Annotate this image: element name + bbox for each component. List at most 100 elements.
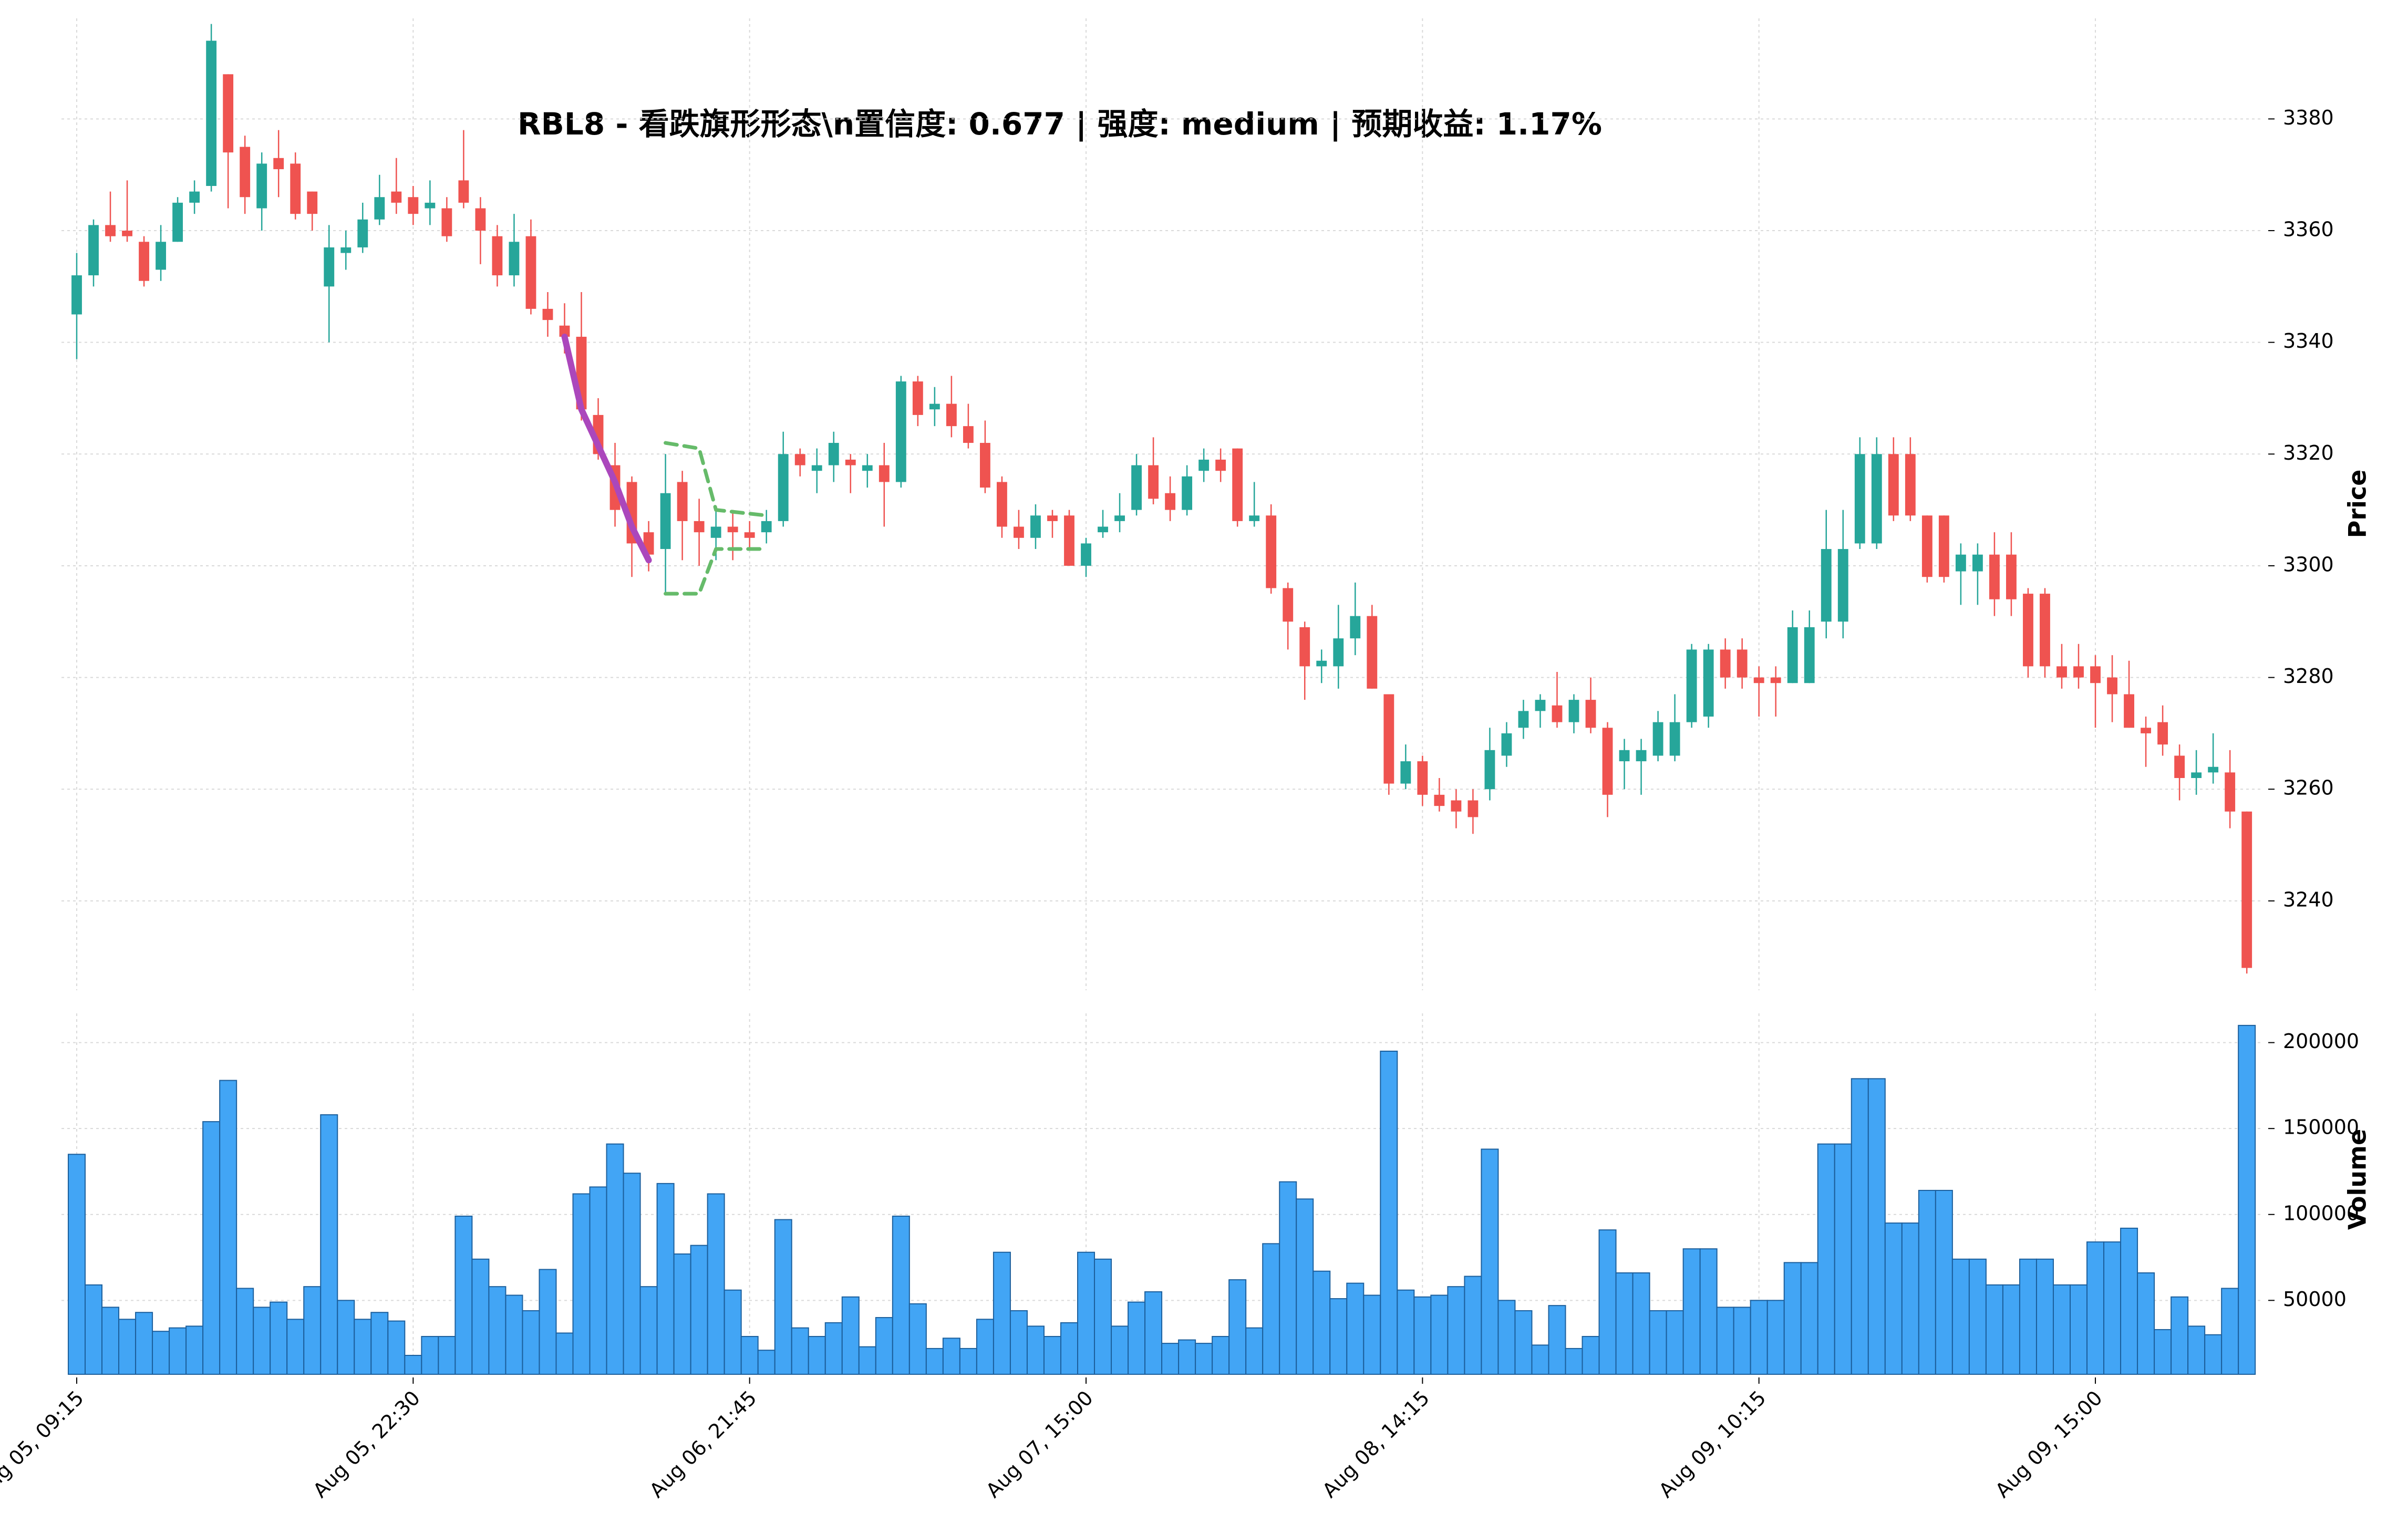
candle-body	[408, 197, 419, 214]
volume-bar	[2221, 1288, 2239, 1375]
candle-body	[88, 225, 99, 276]
candle-body	[1905, 454, 1916, 516]
volume-bar	[2019, 1258, 2037, 1375]
candle-body	[1619, 750, 1630, 762]
volume-bar	[454, 1216, 473, 1375]
volume-bar	[774, 1219, 792, 1375]
y-tick-label: 3280	[2283, 665, 2334, 688]
candle-body	[1602, 728, 1613, 795]
volume-bar	[286, 1319, 305, 1375]
volume-bar	[2238, 1024, 2256, 1375]
volume-bar	[623, 1173, 641, 1375]
x-tick-label: Aug 05, 09:15	[0, 1386, 88, 1502]
y-tick-label: 3300	[2283, 553, 2334, 576]
volume-bar	[1918, 1189, 1936, 1375]
volume-bar	[101, 1307, 120, 1375]
volume-bar	[1548, 1305, 1566, 1375]
volume-bar	[1430, 1294, 1449, 1375]
volume-bar	[656, 1183, 675, 1375]
x-tick-label: Aug 06, 21:45	[645, 1386, 761, 1502]
volume-bar	[438, 1336, 456, 1375]
volume-bar	[1951, 1258, 1970, 1375]
candle-body	[1501, 733, 1512, 756]
volume-bar	[1346, 1282, 1365, 1375]
candle-body	[273, 158, 284, 170]
volume-bar	[270, 1301, 288, 1375]
candle-body	[1266, 515, 1277, 588]
volume-bar	[354, 1319, 372, 1375]
volume-bar	[1565, 1348, 1583, 1375]
y-axis-label: Price	[2343, 470, 2372, 538]
candle-body	[694, 521, 705, 533]
volume-bar	[471, 1258, 490, 1375]
candle-body	[811, 465, 822, 471]
candle-body	[1215, 459, 1226, 471]
volume-bar	[908, 1303, 927, 1375]
candle-body	[2141, 728, 2152, 733]
volume-bar	[2154, 1329, 2172, 1375]
candle-body	[1081, 543, 1091, 566]
candle-body	[1770, 677, 1781, 683]
volume-bar	[185, 1325, 204, 1375]
volume-bar	[1161, 1343, 1180, 1375]
volume-bar	[925, 1348, 944, 1375]
volume-bar	[1262, 1243, 1280, 1375]
volume-bar	[1009, 1310, 1028, 1375]
volume-bar	[1514, 1310, 1533, 1375]
candle-body	[1568, 700, 1579, 722]
volume-bar	[1212, 1336, 1230, 1375]
candle-body	[1333, 638, 1344, 667]
candle-body	[340, 247, 352, 253]
candle-body	[2191, 772, 2202, 778]
volume-bar	[1582, 1336, 1600, 1375]
volume-bar	[2052, 1284, 2071, 1375]
volume-bar	[152, 1331, 170, 1375]
candle-body	[240, 147, 251, 198]
volume-bar	[1867, 1078, 1886, 1375]
candle-body	[156, 242, 167, 270]
volume-bar	[942, 1338, 960, 1375]
pattern-line	[664, 547, 769, 596]
candle-body	[492, 236, 503, 276]
volume-bar	[791, 1327, 809, 1375]
pattern-line	[664, 441, 769, 517]
volume-bar	[1363, 1294, 1381, 1375]
volume-tick-label: 200000	[2283, 1030, 2359, 1053]
candle-body	[256, 163, 267, 209]
candle-body	[1955, 554, 1966, 572]
volume-bar	[1077, 1251, 1096, 1375]
candle-body	[189, 191, 200, 203]
volume-bar	[1279, 1181, 1297, 1375]
volume-bar	[892, 1216, 910, 1375]
candle-body	[794, 454, 805, 465]
candle-body	[1467, 800, 1479, 817]
x-tick-label: Aug 09, 15:00	[1991, 1386, 2107, 1502]
volume-bar	[1329, 1298, 1348, 1375]
volume-tick-label: 100000	[2283, 1201, 2359, 1225]
volume-bar	[1935, 1189, 1953, 1375]
volume-bar	[1094, 1258, 1112, 1375]
volume-bar	[1985, 1284, 2003, 1375]
volume-bar	[1447, 1286, 1465, 1375]
candle-body	[290, 163, 301, 214]
candle-body	[1552, 705, 1563, 722]
volume-bar	[1481, 1148, 1499, 1375]
candle-body	[1232, 448, 1243, 521]
volume-bar	[1783, 1262, 1802, 1375]
candle-body	[1417, 761, 1428, 795]
candle-body	[1669, 722, 1680, 756]
volume-bar	[875, 1317, 893, 1375]
volume-bar	[337, 1300, 355, 1375]
candle-body	[912, 381, 923, 415]
candle-body	[1030, 515, 1041, 538]
candle-body	[223, 74, 234, 153]
y-tick-label: 3340	[2283, 329, 2334, 353]
candle-body	[1535, 700, 1546, 711]
volume-bar	[236, 1288, 254, 1375]
volume-bar	[1800, 1262, 1818, 1375]
candle-body	[2040, 594, 2050, 667]
volume-bar	[1296, 1198, 1314, 1375]
candle-body	[1585, 700, 1596, 728]
volume-bar	[572, 1193, 591, 1375]
volume-bar	[824, 1322, 843, 1375]
